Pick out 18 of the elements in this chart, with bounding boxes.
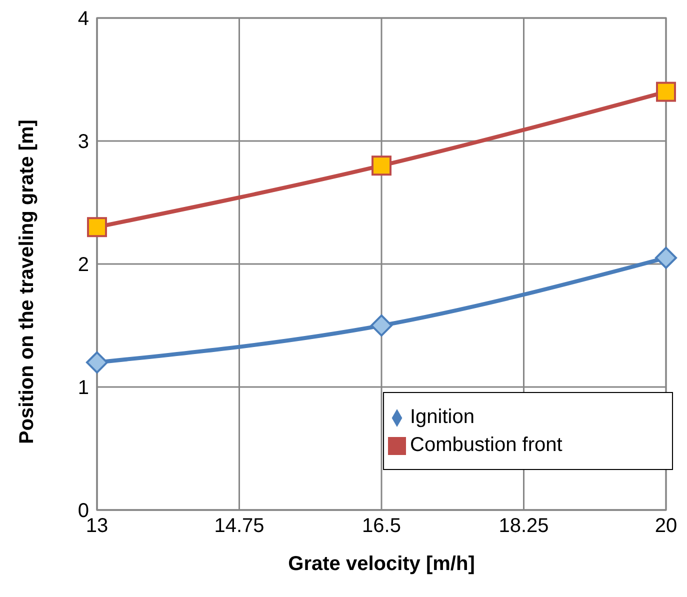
x-tick-label: 20 xyxy=(654,515,678,538)
y-axis-title: Position on the traveling grate [m] xyxy=(16,120,38,444)
x-tick-label: 14.75 xyxy=(214,515,264,538)
point xyxy=(655,246,677,269)
x-tick-label: 18.25 xyxy=(498,515,549,538)
point xyxy=(87,217,107,238)
point xyxy=(656,82,676,102)
y-tick-label: 4 xyxy=(78,8,89,30)
x-tick-label: 16.5 xyxy=(362,515,401,538)
y-tick-label: 2 xyxy=(78,254,89,276)
legend-label: Ignition xyxy=(410,406,474,428)
point xyxy=(372,156,392,176)
point xyxy=(86,351,108,374)
y-tick-label: 1 xyxy=(78,377,89,400)
x-axis-title: Grate velocity [m/h] xyxy=(288,553,475,575)
point xyxy=(370,314,392,336)
legend-label: Combustion front xyxy=(410,434,562,456)
y-tick-label: 3 xyxy=(78,131,89,154)
